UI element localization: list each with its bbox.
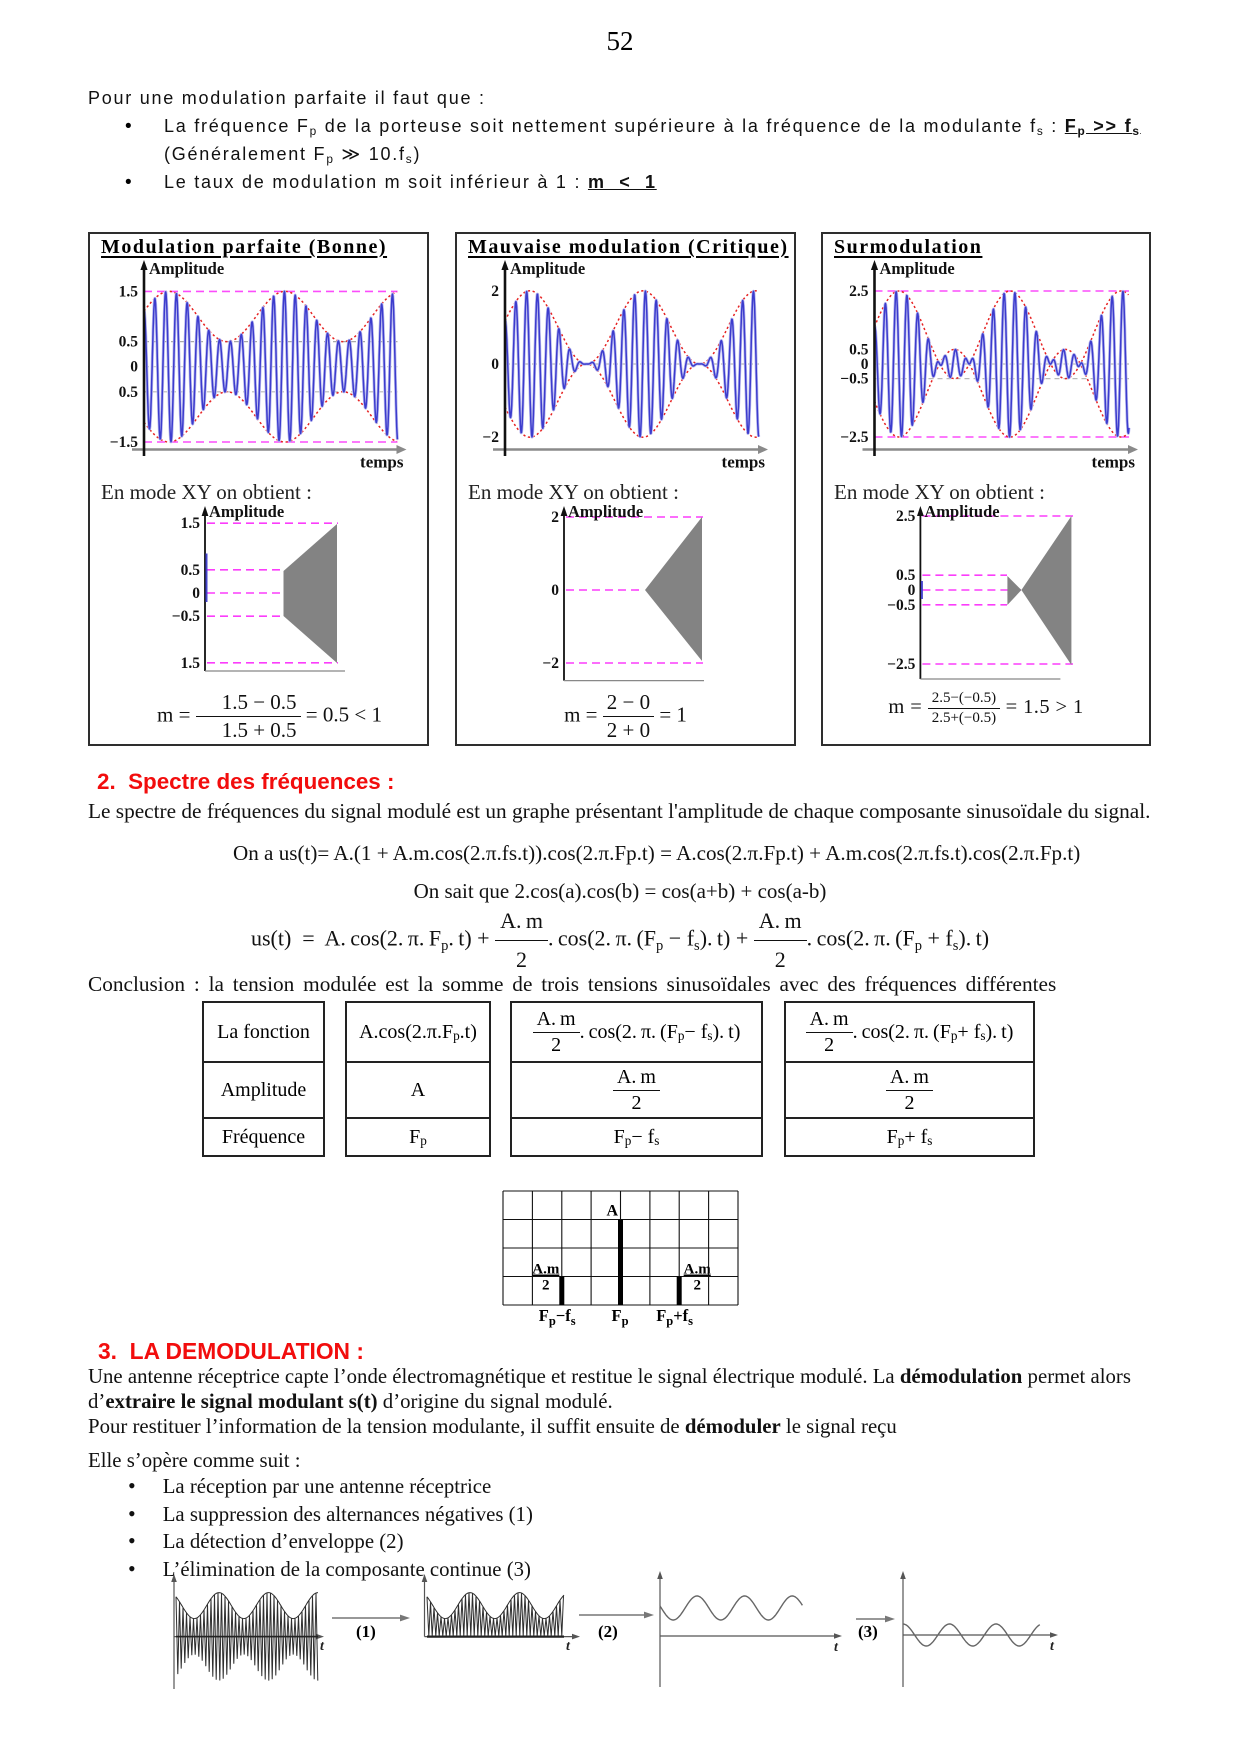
svg-text:−2: −2 bbox=[542, 655, 559, 672]
svg-text:temps: temps bbox=[722, 453, 766, 472]
svg-text:2: 2 bbox=[491, 283, 499, 300]
svg-text:A: A bbox=[607, 1203, 619, 1220]
svg-text:2: 2 bbox=[693, 1278, 701, 1294]
svg-text:0: 0 bbox=[861, 356, 869, 373]
svg-text:t: t bbox=[566, 1639, 571, 1654]
svg-text:Fp+fs: Fp+fs bbox=[656, 1306, 693, 1328]
svg-text:(2): (2) bbox=[598, 1622, 618, 1641]
svg-text:0: 0 bbox=[491, 356, 499, 373]
svg-text:t: t bbox=[320, 1639, 325, 1654]
svg-text:0: 0 bbox=[908, 582, 916, 599]
svg-text:−0.5: −0.5 bbox=[887, 597, 915, 614]
svg-text:0: 0 bbox=[192, 585, 200, 602]
svg-text:Fp−fs: Fp−fs bbox=[539, 1306, 576, 1328]
svg-text:0.5: 0.5 bbox=[119, 334, 139, 351]
svg-text:1.5: 1.5 bbox=[119, 283, 139, 300]
svg-text:A.m: A.m bbox=[532, 1262, 560, 1278]
svg-text:temps: temps bbox=[360, 453, 404, 472]
svg-text:2: 2 bbox=[542, 1278, 550, 1294]
svg-text:2: 2 bbox=[551, 509, 559, 526]
svg-text:0: 0 bbox=[130, 359, 138, 376]
svg-text:Amplitude: Amplitude bbox=[880, 260, 955, 278]
svg-text:Amplitude: Amplitude bbox=[149, 260, 224, 278]
svg-text:Amplitude: Amplitude bbox=[209, 504, 284, 521]
svg-text:−0.5: −0.5 bbox=[172, 608, 200, 625]
svg-text:−2: −2 bbox=[482, 429, 499, 446]
svg-text:−2.5: −2.5 bbox=[887, 656, 915, 673]
svg-text:temps: temps bbox=[1092, 453, 1136, 472]
svg-text:0.5: 0.5 bbox=[896, 567, 916, 584]
svg-text:−1.5: −1.5 bbox=[110, 434, 138, 451]
svg-text:−0.5: −0.5 bbox=[840, 371, 868, 388]
svg-text:t: t bbox=[1050, 1639, 1055, 1654]
svg-text:Amplitude: Amplitude bbox=[924, 504, 999, 521]
svg-text:(3): (3) bbox=[858, 1622, 878, 1641]
svg-text:0.5: 0.5 bbox=[181, 562, 201, 579]
svg-text:−2.5: −2.5 bbox=[840, 429, 868, 446]
svg-text:1.5: 1.5 bbox=[181, 655, 201, 672]
svg-text:Amplitude: Amplitude bbox=[510, 260, 585, 278]
svg-text:2.5: 2.5 bbox=[896, 508, 916, 525]
svg-text:Fp: Fp bbox=[612, 1306, 629, 1328]
svg-text:0.5: 0.5 bbox=[119, 384, 139, 401]
svg-text:t: t bbox=[834, 1640, 839, 1655]
svg-text:(1): (1) bbox=[356, 1622, 376, 1641]
svg-text:1.5: 1.5 bbox=[181, 515, 201, 532]
svg-text:Amplitude: Amplitude bbox=[568, 504, 643, 521]
svg-text:0: 0 bbox=[551, 582, 559, 599]
svg-text:2.5: 2.5 bbox=[849, 283, 869, 300]
svg-text:A.m: A.m bbox=[684, 1262, 712, 1278]
svg-text:0.5: 0.5 bbox=[849, 341, 869, 358]
